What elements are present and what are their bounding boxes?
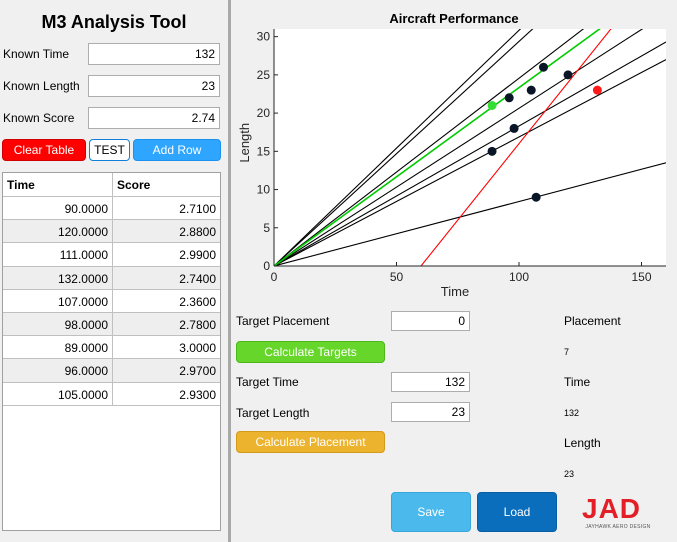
series-line-1 bbox=[274, 29, 534, 266]
known-length-input[interactable]: 23 bbox=[88, 75, 220, 97]
target-time-label: Target Time bbox=[236, 375, 299, 389]
known-score-input[interactable]: 2.74 bbox=[88, 107, 220, 129]
x-tick-label-3: 150 bbox=[631, 270, 651, 284]
data-point-8 bbox=[592, 85, 602, 95]
data-point-2 bbox=[526, 85, 536, 95]
table-header: Time Score bbox=[3, 173, 220, 197]
data-point-7 bbox=[487, 100, 497, 110]
x-tick-label-2: 100 bbox=[509, 270, 529, 284]
test-button[interactable]: TEST bbox=[89, 139, 130, 161]
target-placement-input[interactable]: 0 bbox=[391, 311, 470, 331]
data-point-5 bbox=[487, 146, 497, 156]
time-output-value: 132 bbox=[564, 408, 580, 418]
series-line-4 bbox=[274, 41, 666, 266]
column-header-score[interactable]: Score bbox=[117, 178, 151, 192]
score-cell[interactable]: 2.9700 bbox=[179, 364, 216, 379]
score-cell[interactable]: 2.9300 bbox=[179, 387, 216, 402]
logo-text: JAD bbox=[582, 493, 642, 524]
left-panel: M3 Analysis Tool Known Time 132 Known Le… bbox=[0, 0, 228, 542]
score-cell[interactable]: 2.9900 bbox=[179, 248, 216, 263]
y-tick-label-1: 5 bbox=[263, 221, 270, 235]
series-line-0 bbox=[274, 29, 522, 266]
time-cell[interactable]: 96.0000 bbox=[3, 359, 113, 382]
panel-divider bbox=[228, 0, 231, 542]
series-line-5 bbox=[274, 59, 666, 266]
series-line-3 bbox=[274, 29, 644, 266]
target-length-label: Target Length bbox=[236, 406, 310, 420]
data-point-1 bbox=[563, 70, 573, 80]
score-cell[interactable]: 2.7400 bbox=[179, 271, 216, 286]
time-output-label: Time bbox=[564, 375, 591, 389]
y-tick-label-2: 10 bbox=[257, 183, 271, 197]
table-row[interactable]: 90.0000 2.7100 bbox=[3, 197, 220, 221]
time-cell[interactable]: 132.0000 bbox=[3, 266, 113, 289]
table-body: 90.0000 2.7100 120.0000 2.8800 111.0000 2.990… bbox=[3, 197, 220, 406]
target-time-input[interactable]: 132 bbox=[391, 372, 470, 392]
y-tick-label-6: 30 bbox=[257, 30, 271, 44]
known-time-label: Known Time bbox=[3, 47, 70, 61]
save-button[interactable]: Save bbox=[391, 492, 471, 532]
table-row[interactable]: 105.0000 2.9300 bbox=[3, 382, 220, 406]
plot-area bbox=[274, 29, 666, 266]
score-cell[interactable]: 3.0000 bbox=[179, 341, 216, 356]
length-output-label: Length bbox=[564, 436, 601, 450]
table-row[interactable]: 98.0000 2.7800 bbox=[3, 312, 220, 337]
series-line-6 bbox=[274, 162, 666, 266]
table-row[interactable]: 96.0000 2.9700 bbox=[3, 359, 220, 383]
plot-title: Aircraft Performance bbox=[389, 11, 519, 26]
known-time-input[interactable]: 132 bbox=[88, 43, 220, 65]
time-cell[interactable]: 89.0000 bbox=[3, 336, 113, 359]
time-cell[interactable]: 90.0000 bbox=[3, 197, 113, 220]
known-length-label: Known Length bbox=[3, 79, 80, 93]
score-cell[interactable]: 2.3600 bbox=[179, 294, 216, 309]
x-tick-label-1: 50 bbox=[390, 270, 404, 284]
app-title: M3 Analysis Tool bbox=[41, 12, 187, 32]
table-row[interactable]: 132.0000 2.7400 bbox=[3, 266, 220, 290]
jad-logo: JAD JAYHAWK AERO DESIGN bbox=[578, 494, 658, 534]
table-row[interactable]: 107.0000 2.3600 bbox=[3, 289, 220, 313]
table-row[interactable]: 89.0000 3.0000 bbox=[3, 336, 220, 360]
data-point-6 bbox=[531, 192, 541, 202]
score-cell[interactable]: 2.7100 bbox=[179, 202, 216, 216]
placement-output-value: 7 bbox=[564, 347, 570, 357]
x-axis-label: Time bbox=[441, 284, 469, 299]
series-line-2 bbox=[274, 29, 585, 266]
target-length-input[interactable]: 23 bbox=[391, 402, 470, 422]
logo-subtext: JAYHAWK AERO DESIGN bbox=[585, 524, 651, 530]
data-table[interactable]: Time Score 90.0000 2.7100 120.0000 2.8800 11… bbox=[2, 172, 221, 531]
y-tick-label-3: 15 bbox=[257, 144, 271, 158]
series-line-8 bbox=[420, 29, 612, 266]
time-cell[interactable]: 105.0000 bbox=[3, 382, 113, 405]
x-tick-label-0: 0 bbox=[271, 270, 278, 284]
y-tick-label-5: 25 bbox=[257, 68, 271, 82]
data-point-4 bbox=[509, 123, 519, 133]
time-cell[interactable]: 111.0000 bbox=[3, 243, 113, 266]
target-placement-label: Target Placement bbox=[236, 314, 330, 328]
score-cell[interactable]: 2.8800 bbox=[179, 225, 216, 240]
calculate-placement-button[interactable]: Calculate Placement bbox=[236, 431, 385, 453]
column-header-time[interactable]: Time bbox=[3, 173, 113, 196]
table-row[interactable]: 111.0000 2.9900 bbox=[3, 243, 220, 267]
known-score-label: Known Score bbox=[3, 111, 75, 125]
time-cell[interactable]: 107.0000 bbox=[3, 289, 113, 312]
calculate-targets-button[interactable]: Calculate Targets bbox=[236, 341, 385, 363]
add-row-button[interactable]: Add Row bbox=[133, 139, 221, 161]
data-point-0 bbox=[539, 62, 548, 72]
length-output-value: 23 bbox=[564, 469, 575, 479]
y-axis-label: Length bbox=[237, 123, 252, 163]
time-cell[interactable]: 120.0000 bbox=[3, 220, 113, 243]
y-tick-label-0: 0 bbox=[263, 259, 270, 273]
table-row[interactable]: 120.0000 2.8800 bbox=[3, 220, 220, 244]
score-cell[interactable]: 2.7800 bbox=[179, 317, 216, 332]
clear-table-button[interactable]: Clear Table bbox=[2, 139, 86, 161]
performance-chart: 0 50 100 150 0 5 10 15 20 25 30 Time Length bbox=[237, 29, 666, 299]
load-button[interactable]: Load bbox=[477, 492, 557, 532]
time-cell[interactable]: 98.0000 bbox=[3, 312, 113, 336]
y-tick-label-4: 20 bbox=[257, 106, 271, 120]
placement-output-label: Placement bbox=[564, 314, 621, 328]
data-point-3 bbox=[504, 93, 514, 103]
series-line-7 bbox=[274, 29, 601, 266]
